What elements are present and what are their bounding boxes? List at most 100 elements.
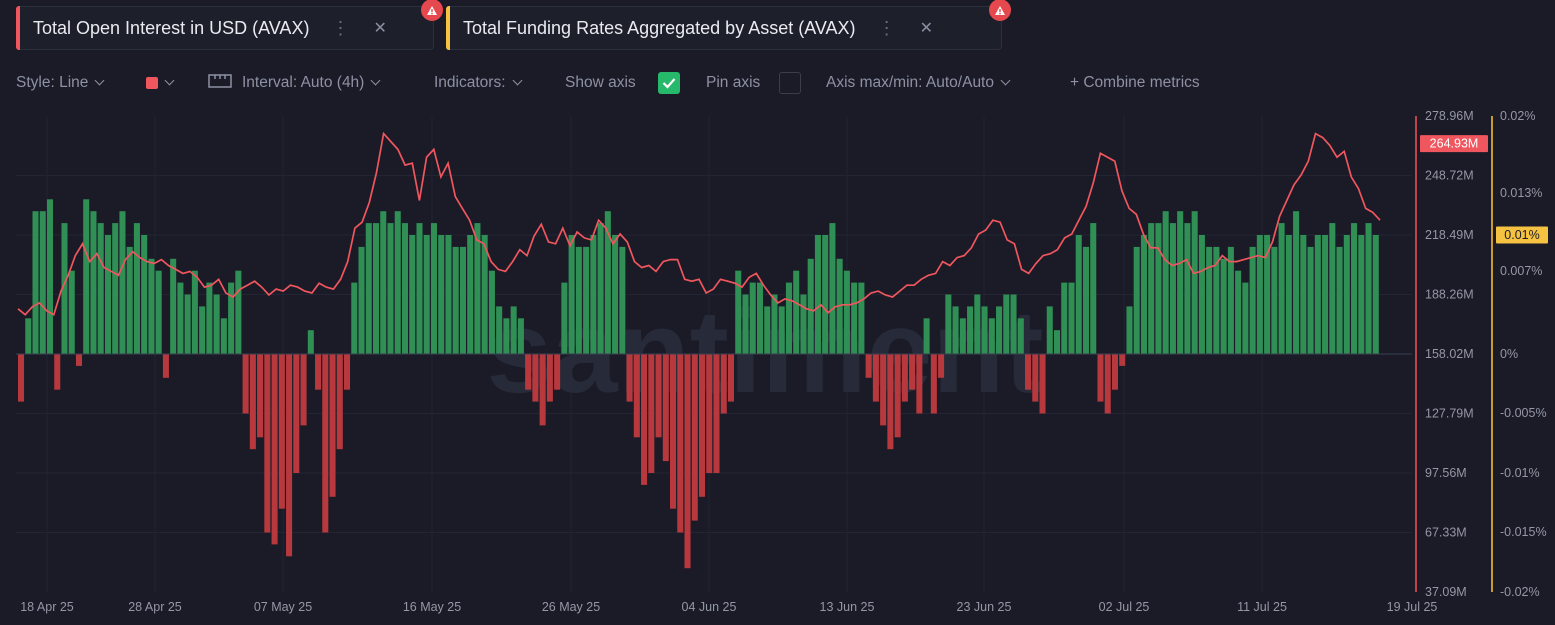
funding-bar xyxy=(459,246,466,354)
x-tick-label: 16 May 25 xyxy=(403,600,461,614)
funding-bar xyxy=(720,354,727,414)
warning-icon[interactable] xyxy=(989,0,1011,21)
tab-color-accent xyxy=(446,6,450,50)
funding-bar xyxy=(1111,354,1118,390)
funding-bar xyxy=(945,294,952,354)
combine-metrics-button[interactable]: + Combine metrics xyxy=(1070,74,1200,91)
funding-bar xyxy=(1017,318,1024,354)
funding-bar xyxy=(496,306,503,354)
x-tick-label: 28 Apr 25 xyxy=(128,600,182,614)
funding-bar xyxy=(32,211,39,354)
indicators-dropdown[interactable]: Indicators: xyxy=(434,72,522,94)
funding-bar xyxy=(1278,223,1285,354)
funding-bar xyxy=(503,318,510,354)
funding-bar xyxy=(249,354,256,450)
warning-icon[interactable] xyxy=(421,0,443,21)
style-dropdown[interactable]: Style: Line xyxy=(16,72,105,94)
current-oi-label: 264.93M xyxy=(1430,137,1479,151)
funding-bar xyxy=(901,354,908,402)
funding-bar xyxy=(126,246,133,354)
funding-bar xyxy=(822,235,829,354)
funding-bar xyxy=(1336,246,1343,354)
oi-tick-label: 218.49M xyxy=(1425,228,1474,242)
color-swatch xyxy=(146,76,158,89)
show-axis-checkbox[interactable] xyxy=(658,72,680,94)
x-tick-label: 07 May 25 xyxy=(254,600,312,614)
interval-label: Interval: Auto (4h) xyxy=(242,74,365,91)
funding-bar xyxy=(1351,223,1358,354)
funding-bar xyxy=(184,294,191,354)
funding-bar xyxy=(119,211,126,354)
funding-bar xyxy=(851,282,858,354)
current-funding-badge: 0.01% xyxy=(1496,226,1548,244)
oi-tick-label: 127.79M xyxy=(1425,407,1474,421)
funding-bar xyxy=(445,235,452,354)
funding-bar xyxy=(713,354,720,473)
funding-bar xyxy=(199,306,206,354)
funding-bar xyxy=(1322,235,1329,354)
funding-bar xyxy=(488,270,495,354)
funding-bar xyxy=(981,306,988,354)
funding-bar xyxy=(894,354,901,438)
tab-open-interest[interactable]: Total Open Interest in USD (AVAX) ⋮ ✕ xyxy=(16,0,443,50)
close-icon[interactable]: ✕ xyxy=(919,20,933,37)
tab-label: Total Funding Rates Aggregated by Asset … xyxy=(463,17,856,38)
funding-bar xyxy=(1039,354,1046,414)
funding-bar xyxy=(1220,258,1227,354)
funding-tick-label: -0.02% xyxy=(1500,585,1540,599)
funding-bar xyxy=(756,282,763,354)
funding-bar xyxy=(1162,211,1169,354)
funding-bar xyxy=(25,318,32,354)
funding-bar xyxy=(1140,235,1147,354)
funding-bar xyxy=(829,223,836,354)
funding-bar xyxy=(909,354,916,390)
funding-bar xyxy=(220,318,227,354)
funding-bar xyxy=(1126,306,1133,354)
color-picker[interactable] xyxy=(146,72,175,94)
funding-bar xyxy=(336,354,343,450)
funding-bar xyxy=(1177,211,1184,354)
pin-axis-checkbox[interactable] xyxy=(779,72,801,94)
funding-bar xyxy=(380,211,387,354)
funding-bar xyxy=(539,354,546,426)
funding-bars xyxy=(18,199,1379,569)
funding-bar xyxy=(633,354,640,438)
funding-bar xyxy=(648,354,655,473)
funding-bar xyxy=(112,223,119,354)
funding-bar xyxy=(1343,235,1350,354)
tab-label: Total Open Interest in USD (AVAX) xyxy=(33,17,310,38)
funding-bar xyxy=(438,235,445,354)
funding-bar xyxy=(133,223,140,354)
funding-bar xyxy=(865,354,872,378)
funding-bar xyxy=(619,246,626,354)
funding-bar xyxy=(1358,235,1365,354)
funding-bar xyxy=(481,235,488,354)
axis-maxmin-label: Axis max/min: Auto/Auto xyxy=(826,74,994,91)
funding-bar xyxy=(735,270,742,354)
funding-bar xyxy=(764,306,771,354)
funding-bar xyxy=(213,294,220,354)
oi-tick-label: 97.56M xyxy=(1425,466,1467,480)
funding-tick-label: -0.01% xyxy=(1500,466,1540,480)
interval-dropdown[interactable]: Interval: Auto (4h) xyxy=(208,72,381,94)
axis-maxmin-dropdown[interactable]: Axis max/min: Auto/Auto xyxy=(826,72,1011,94)
funding-bar xyxy=(1249,246,1256,354)
funding-bar xyxy=(394,211,401,354)
funding-bar xyxy=(706,354,713,473)
funding-bar xyxy=(959,318,966,354)
funding-bar xyxy=(1046,306,1053,354)
funding-bar xyxy=(590,235,597,354)
funding-bar xyxy=(54,354,61,390)
more-options-icon[interactable]: ⋮ xyxy=(877,17,896,38)
tab-funding-rates[interactable]: Total Funding Rates Aggregated by Asset … xyxy=(446,0,1011,50)
x-tick-label: 18 Apr 25 xyxy=(20,600,74,614)
funding-bar xyxy=(771,294,778,354)
funding-bar xyxy=(1169,223,1176,354)
indicators-label: Indicators: xyxy=(434,74,506,91)
x-tick-label: 23 Jun 25 xyxy=(957,600,1012,614)
funding-bar xyxy=(401,223,409,354)
funding-bar xyxy=(228,282,235,354)
close-icon[interactable]: ✕ xyxy=(373,20,387,37)
more-options-icon[interactable]: ⋮ xyxy=(331,17,350,38)
